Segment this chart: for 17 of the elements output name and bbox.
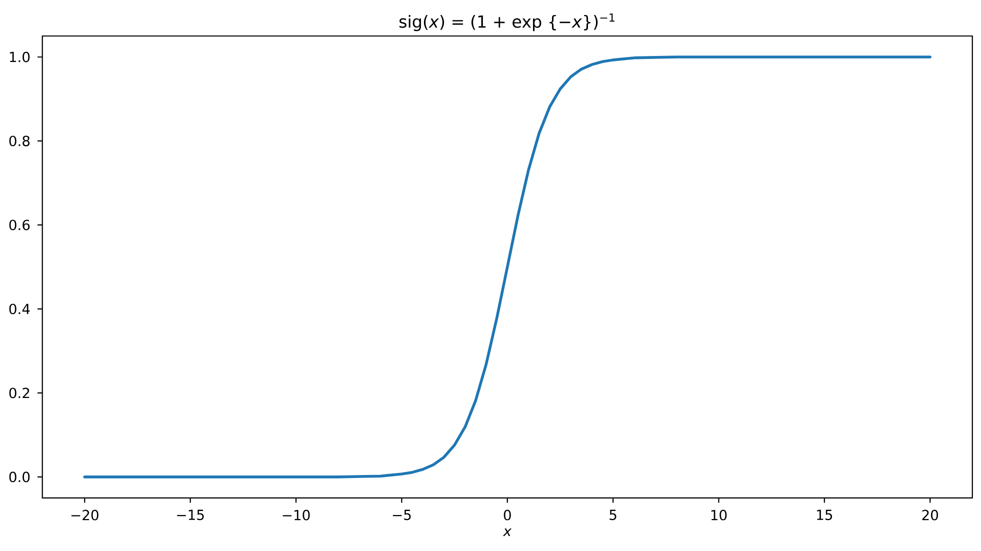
y-tick-label: 0.2 xyxy=(9,388,30,398)
y-tick-label: 0.4 xyxy=(9,304,30,314)
y-tick-label: 0.0 xyxy=(9,472,30,482)
chart-title: sig(x) = (1 + exp {−x})$^{−1}$ xyxy=(399,13,614,32)
y-tick-label: 1.0 xyxy=(10,52,30,62)
x-tick-label: 10 xyxy=(711,510,727,520)
x-tick-label: −15 xyxy=(177,510,204,520)
x-tick-label: 0 xyxy=(504,510,511,520)
x-tick-label: 15 xyxy=(817,510,832,520)
x-tick-label: 20 xyxy=(922,510,938,520)
x-tick-label: 5 xyxy=(610,510,616,520)
x-axis-title: x xyxy=(502,528,512,536)
x-tick-label: −20 xyxy=(71,510,98,520)
y-tick-label: 0.6 xyxy=(9,220,30,230)
y-tick-label: 0.8 xyxy=(9,136,30,146)
x-tick-label: −10 xyxy=(282,510,310,520)
x-tick-label: −5 xyxy=(392,510,411,520)
